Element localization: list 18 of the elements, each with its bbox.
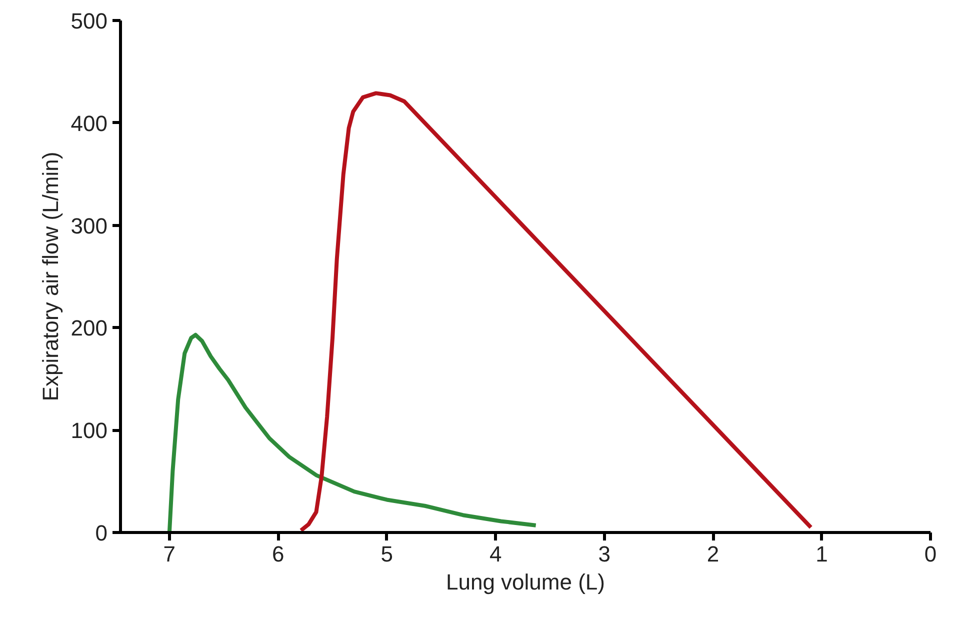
y-tick-label: 300 — [70, 213, 108, 238]
x-tick-label: 0 — [924, 542, 937, 566]
line-series — [167, 332, 538, 532]
y-tick-label: 400 — [70, 110, 108, 136]
y-tick-label: 0 — [95, 520, 108, 546]
x-tick-label: 2 — [706, 542, 720, 566]
y-tick-label: 500 — [70, 8, 108, 34]
x-axis-title: Lung volume (L) — [446, 570, 605, 594]
x-tick-label: 3 — [598, 542, 610, 566]
x-tick-label: 1 — [816, 542, 828, 566]
x-tick-label: 7 — [163, 542, 176, 566]
y-axis-title: Expiratory air flow (L/min) — [38, 152, 63, 402]
line-series — [298, 91, 813, 532]
y-tick-label: 200 — [70, 316, 108, 341]
x-tick-label: 6 — [272, 542, 284, 566]
x-tick-label: 4 — [489, 542, 502, 566]
x-tick-label: 5 — [380, 542, 394, 566]
y-tick-label: 100 — [70, 418, 108, 444]
